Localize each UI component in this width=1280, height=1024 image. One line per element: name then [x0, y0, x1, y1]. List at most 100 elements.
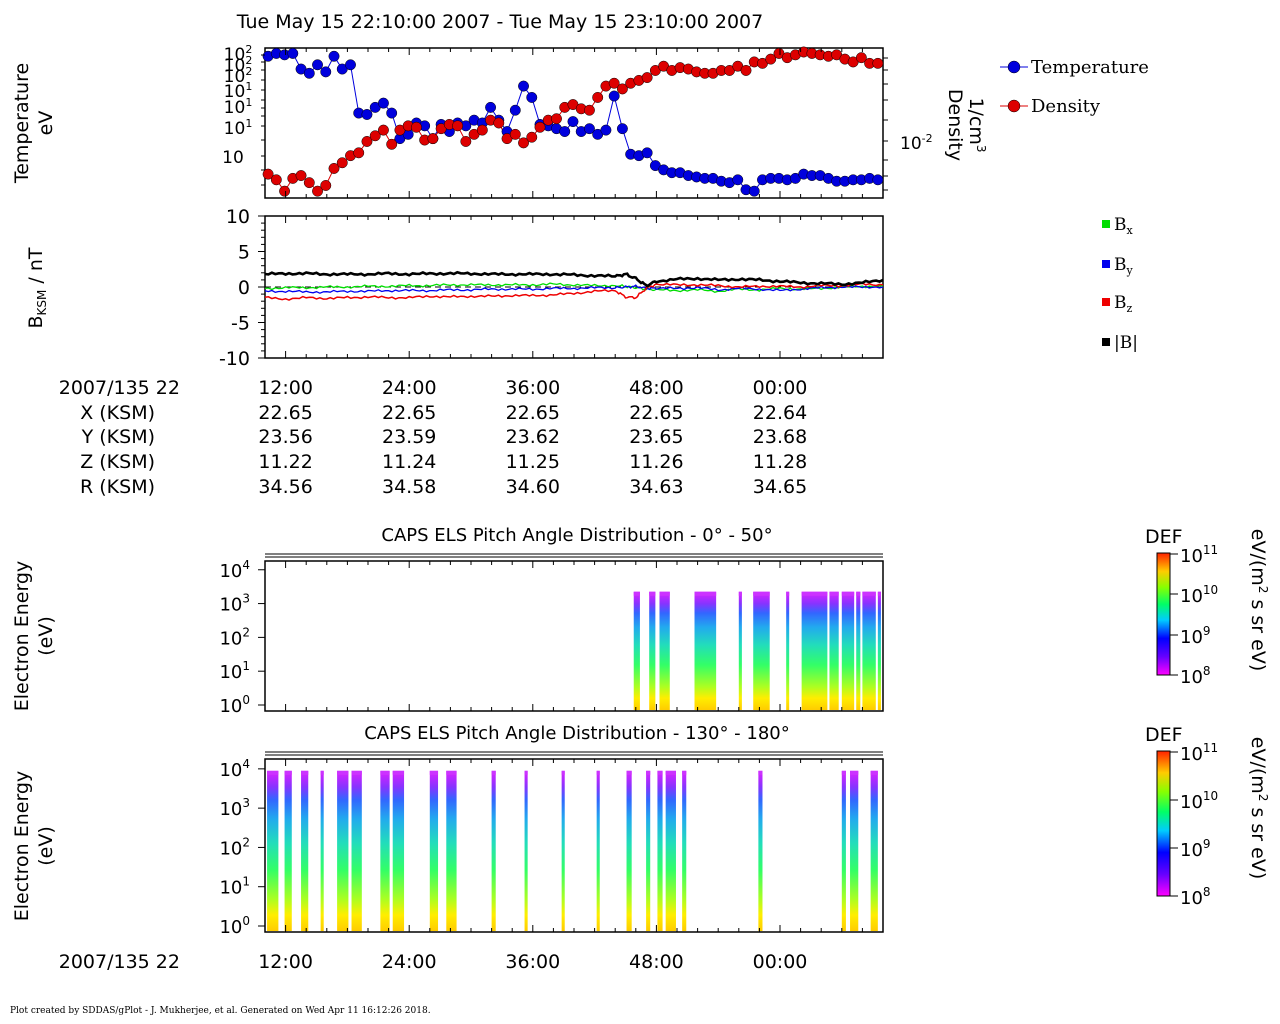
els-130-180-plot-frame	[264, 758, 884, 933]
bx-line	[264, 282, 884, 294]
density-point	[872, 57, 884, 69]
els-130-180-spectrogram	[264, 759, 884, 932]
colorbar-tick-label: 108	[1180, 664, 1211, 688]
spectrogram-burst-edge	[446, 770, 457, 775]
spectrogram-burst-edge	[862, 591, 876, 596]
temperature-point	[287, 47, 299, 59]
spectrogram-burst-edge	[738, 591, 742, 596]
bfield-series-layer	[264, 216, 884, 358]
colorbar-tick-label: 109	[1180, 837, 1211, 861]
colorbar-units-label: eV/(m2 s sr eV)	[1247, 737, 1270, 879]
energy-tick-label: 101	[219, 875, 250, 899]
legend-temperature-label: Temperature	[1031, 57, 1149, 78]
density-point	[584, 104, 595, 116]
spectrogram-burst-edge	[665, 770, 676, 775]
bmag-line	[264, 270, 884, 288]
spectrogram-burst	[753, 591, 770, 710]
moments-left-axis-ticks: 102 102 102 101 101 101 10	[222, 43, 252, 168]
spectrogram-burst	[446, 770, 457, 931]
els-0-50-energy-axis-title: Electron Energy	[11, 561, 33, 712]
legend-bmag-label: |B|	[1114, 333, 1138, 353]
density-point	[386, 138, 398, 150]
spectrogram-burst-edge	[694, 591, 717, 596]
spectrogram-burst-edge	[786, 591, 790, 596]
temp-tick-label: 101	[224, 80, 253, 102]
ephemeris-value: 34.65	[753, 476, 807, 498]
energy-tick-label: 100	[219, 693, 250, 717]
spectrogram-burst-edge	[877, 591, 881, 596]
spectrogram-burst	[829, 591, 839, 710]
density-tick-label: 10-2	[900, 132, 933, 154]
spectrogram-burst-edge	[561, 770, 565, 775]
els-pad-130-180-panel: CAPS ELS Pitch Angle Distribution - 130°…	[11, 723, 1270, 938]
legend-density-label: Density	[1031, 96, 1101, 117]
ephemeris-row-label: X (KSM)	[80, 402, 155, 424]
temperature-axis-title: Temperature	[11, 63, 33, 184]
energy-tick-label: 100	[219, 914, 250, 938]
density-point	[476, 124, 488, 136]
plot-credit-footer: Plot created by SDDAS/gPlot - J. Mukherj…	[10, 1006, 431, 1016]
spectrogram-burst-edge	[491, 770, 496, 775]
temperature-point	[748, 185, 760, 197]
temp-tick-label: 101	[224, 117, 253, 139]
magnetic-field-panel: 10 5 0 -5 -10 BKSM / nT Bx By Bz |B|	[25, 206, 1138, 370]
density-point	[336, 157, 348, 169]
energy-tick-label: 103	[219, 796, 250, 820]
temperature-point	[509, 104, 521, 116]
density-point	[526, 131, 538, 143]
ephemeris-value: 34.56	[258, 476, 312, 498]
density-point	[361, 136, 373, 147]
spectrogram-burst	[682, 770, 687, 931]
ephemeris-value: 23.65	[629, 426, 683, 448]
spectrogram-burst-edge	[429, 770, 439, 775]
spectrogram-burst-edge	[649, 591, 656, 596]
els-130-180-colorbar: DEF 1011 1010 109 108 eV/(m2 s sr eV)	[1145, 724, 1270, 909]
spectrogram-burst	[649, 591, 656, 710]
density-point	[855, 52, 867, 64]
temperature-point	[872, 174, 884, 186]
energy-tick-label: 102	[219, 835, 250, 859]
temperature-point	[328, 50, 340, 62]
spectrogram-burst-edge	[856, 591, 861, 596]
els-130-180-title: CAPS ELS Pitch Angle Distribution - 130°…	[364, 723, 790, 744]
spectrogram-burst-edge	[392, 770, 405, 775]
time-tick-label: 48:00	[629, 377, 684, 399]
density-point	[270, 174, 282, 186]
spectrogram-burst	[392, 770, 405, 931]
temp-tick-label: 101	[224, 96, 253, 118]
time-tick-label: 12:00	[258, 951, 313, 973]
ephemeris-value: 34.60	[506, 476, 560, 498]
bfield-legend: Bx By Bz |B|	[1102, 215, 1138, 353]
spectrogram-burst	[841, 591, 855, 710]
density-point	[295, 170, 307, 181]
temperature-point	[386, 107, 398, 119]
colorbar-tick-label: 1010	[1180, 583, 1218, 607]
spectrogram-burst	[850, 770, 859, 931]
density-point	[509, 128, 521, 140]
temp-tick-label: 102	[224, 54, 253, 76]
density-point	[608, 77, 620, 89]
spectrogram-burst	[758, 770, 763, 931]
els-0-50-colorbar: DEF 1011 1010 109 108 eV/(m2 s sr eV)	[1145, 526, 1270, 688]
bfield-y-ticks: 10 5 0 -5 -10	[219, 206, 265, 370]
time-tick-label: 00:00	[753, 951, 808, 973]
spectrogram-burst	[351, 770, 362, 931]
time-tick-label: 48:00	[629, 951, 684, 973]
colorbar-tick-label: 109	[1180, 624, 1211, 648]
spectrogram-burst-edge	[829, 591, 839, 596]
temperature-point	[559, 126, 571, 137]
ephemeris-value: 11.28	[753, 451, 807, 473]
spectrogram-burst	[626, 770, 632, 931]
spectrogram-burst	[646, 770, 651, 931]
density-point	[641, 72, 653, 84]
spectrogram-burst-edge	[301, 770, 309, 775]
temperature-point	[584, 123, 595, 135]
legend-temperature-marker	[1007, 60, 1021, 74]
spectrogram-burst-edge	[626, 770, 632, 775]
bfield-axis-title: BKSM / nT	[25, 247, 49, 328]
temperature-point	[485, 101, 497, 113]
temperature-point	[312, 59, 323, 71]
spectrogram-burst-edge	[596, 770, 600, 775]
density-point	[320, 180, 332, 191]
